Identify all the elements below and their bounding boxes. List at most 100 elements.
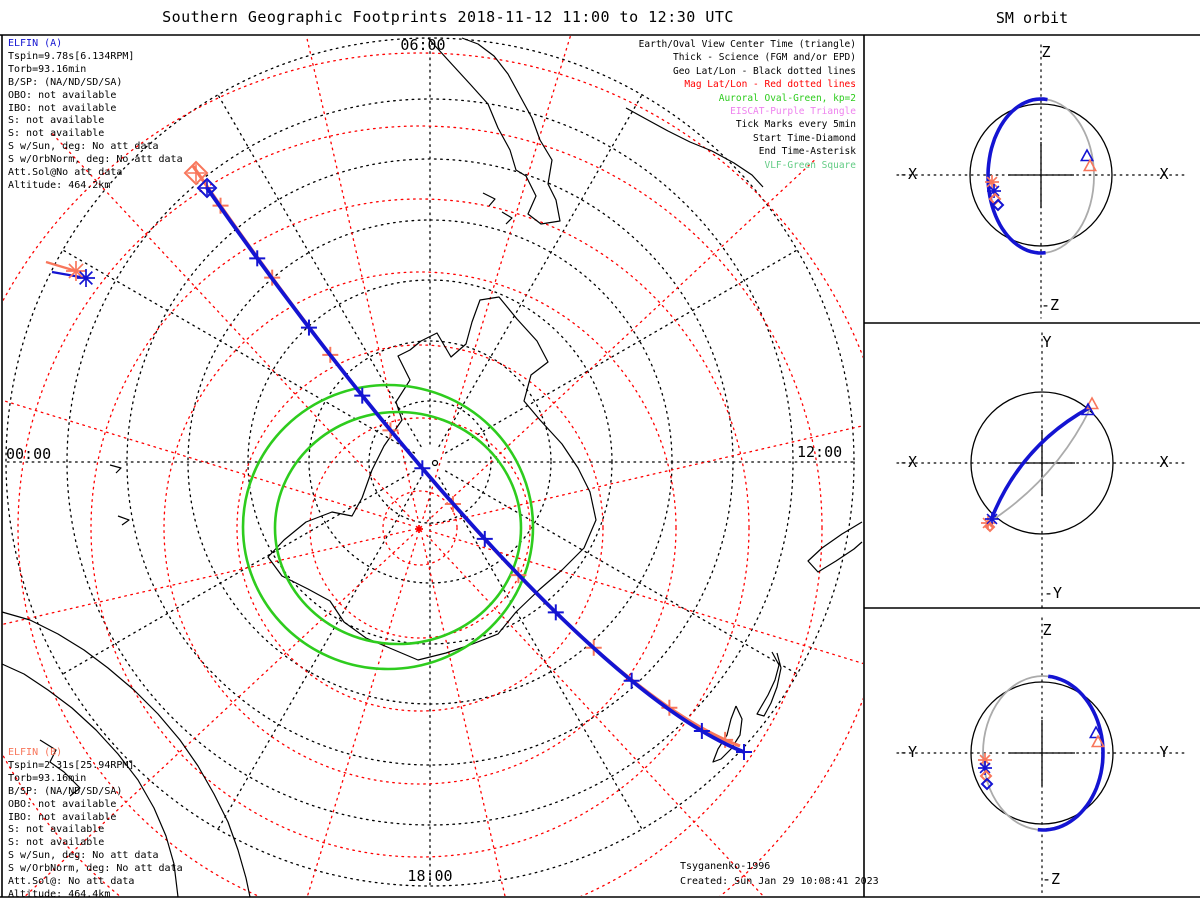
footer: Tsyganenko-1996 Created: Sun Jan 29 10:0…	[680, 859, 879, 889]
coastline-island-d	[501, 211, 513, 225]
info-line: S w/OrbNorm, deg: No att data	[8, 863, 183, 875]
coastline-south-america-tip	[427, 37, 561, 225]
elfin-b-info-block: ELFIN (B) Tspin=2.31s[25.94RPM] Torb=93.16…	[8, 747, 183, 900]
svg-text:X: X	[1159, 165, 1168, 183]
svg-text:Y: Y	[1159, 743, 1168, 761]
sm-orbit-yz: Z -Z -Y Y	[896, 617, 1186, 894]
coastline-nz-island-north	[756, 651, 782, 717]
model-label: Tsyganenko-1996	[680, 861, 771, 872]
satellite-name: ELFIN (B)	[8, 747, 63, 758]
coastline-south-america-coast-2	[1, 663, 179, 898]
info-line: B/SP: (NA/ND/SD/SA)	[8, 785, 123, 797]
mag-grid	[3, 36, 863, 896]
orbit-science-arc	[1037, 674, 1105, 832]
info-line: S w/Sun, deg: No att data	[8, 850, 159, 862]
info-line: OBO: not available	[8, 89, 117, 101]
orbit-science-arc	[989, 406, 1090, 521]
legend-line: Auroral Oval-Green, kp=2	[718, 92, 856, 104]
info-line: IBO: not available	[8, 102, 117, 114]
svg-text:12:00: 12:00	[797, 443, 842, 461]
info-line: Altitude: 464.4km	[8, 888, 111, 900]
coastline-south-america-coast-1	[1, 611, 251, 898]
legend-line: Thick - Science (FGM and/or EPD)	[672, 52, 856, 64]
svg-text:00:00: 00:00	[6, 445, 51, 463]
svg-text:06:00: 06:00	[400, 36, 445, 54]
coastline-coast-right-edge	[807, 521, 863, 573]
start-time-elfin-a-marker	[196, 177, 218, 199]
triangle-marker	[1079, 148, 1095, 162]
diamond-marker	[991, 198, 1005, 212]
svg-text:-Y: -Y	[899, 743, 917, 761]
svg-text:-Z: -Z	[1042, 870, 1060, 888]
panel-borders	[0, 34, 1200, 898]
asterisk-marker	[985, 175, 999, 189]
sm-orbit-title: SM orbit	[995, 9, 1069, 27]
triangle-marker	[1088, 725, 1104, 739]
legend-line: VLF-Green Square	[764, 159, 856, 171]
auroral-oval	[241, 383, 535, 671]
triangle-marker	[1090, 734, 1106, 748]
elfin-a-info-block: ELFIN (A) Tspin=9.78s[6.134RPM] Torb=93.16…	[8, 38, 183, 193]
triangle-marker	[1080, 402, 1096, 416]
info-line: IBO: not available	[8, 811, 117, 823]
info-line: S: not available	[8, 837, 105, 849]
svg-text:-Z: -Z	[1041, 296, 1059, 314]
svg-text:-X: -X	[899, 165, 917, 183]
info-line: Att.Sol@No att data	[8, 167, 123, 179]
orbit-gray	[990, 408, 1091, 522]
track-stub	[45, 260, 77, 273]
svg-text:X: X	[1159, 453, 1168, 471]
legend-line: EISCAT-Purple Triangle	[730, 106, 856, 118]
end-time-elfin-a-marker	[77, 269, 95, 287]
track-stub	[51, 270, 87, 280]
asterisk-marker	[987, 184, 1001, 198]
geo-grid	[5, 37, 855, 887]
diamond-marker	[980, 777, 994, 791]
sm-orbit-xz: Z -Z -X X	[896, 43, 1186, 319]
legend-line: Tick Marks every 5min	[735, 119, 856, 131]
info-line: S: not available	[8, 128, 105, 140]
coastline-nz-island-south	[712, 705, 743, 763]
sm-orbit-xy: Y -Y -X X	[896, 332, 1186, 609]
footprint-track-elfin-a	[205, 186, 752, 760]
info-line: S w/Sun, deg: No att data	[8, 141, 159, 153]
coastline-corner-islands	[39, 739, 81, 797]
svg-text:-X: -X	[899, 453, 917, 471]
coastline-antarctica	[267, 296, 597, 661]
svg-text:Z: Z	[1042, 621, 1051, 639]
svg-text:Z: Z	[1041, 43, 1050, 61]
coastline-island-c	[482, 192, 496, 207]
svg-text:18:00: 18:00	[407, 867, 452, 885]
geographic-pole-mark	[431, 459, 439, 467]
coastlines	[1, 37, 863, 898]
footprint-track-elfin-b	[191, 165, 741, 748]
asterisk-marker	[985, 512, 999, 526]
earth-circle	[970, 681, 1114, 825]
info-line: Att.Sol@: No att data	[8, 876, 135, 888]
info-line: S w/OrbNorm, deg: No att data	[8, 154, 183, 166]
coastline-island-a	[109, 464, 122, 474]
info-line: S: not available	[8, 115, 105, 127]
info-line: S: not available	[8, 824, 105, 836]
orbit-science-arc	[986, 97, 1048, 255]
legend-line: Mag Lat/Lon - Red dotted lines	[684, 79, 856, 91]
coastline-coast-top-right	[625, 107, 764, 188]
diamond-marker	[984, 521, 996, 533]
earth-circle	[970, 391, 1114, 535]
info-line: Altitude: 464.2km	[8, 179, 111, 191]
magnetic-pole-marker	[415, 525, 423, 533]
info-line: Tspin=9.78s[6.134RPM]	[8, 50, 135, 62]
svg-text:-Y: -Y	[1044, 584, 1062, 602]
end-time-elfin-b-marker	[66, 261, 86, 281]
info-line: Tspin=2.31s[25.94RPM]	[8, 759, 135, 771]
legend-line: Earth/Oval View Center Time (triangle)	[638, 39, 856, 50]
coastline-island-b	[117, 515, 130, 526]
info-line: B/SP: (NA/ND/SD/SA)	[8, 76, 123, 88]
legend-line: Start Time-Diamond	[753, 132, 856, 144]
svg-text:Y: Y	[1042, 333, 1051, 351]
triangle-marker	[1084, 396, 1100, 410]
map-legend: Earth/Oval View Center Time (triangle) Th…	[639, 38, 856, 172]
earth-circle	[969, 103, 1113, 247]
satellite-name: ELFIN (A)	[8, 38, 63, 49]
